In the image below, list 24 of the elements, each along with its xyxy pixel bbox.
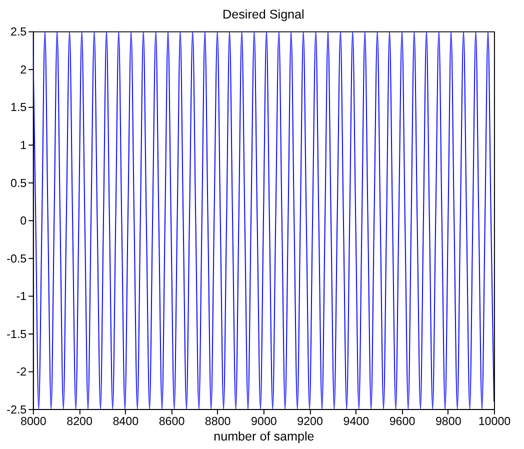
y-tick-label: -0.5 [6, 252, 27, 266]
x-axis-title: number of sample [214, 430, 314, 444]
x-tick-label: 8600 [158, 415, 185, 428]
x-tick-label: 8400 [112, 415, 139, 428]
y-tick-label: 2 [20, 63, 27, 76]
x-tick-label: 9000 [251, 415, 277, 428]
x-tick-label: 10000 [478, 415, 511, 428]
y-tick-label: 0.5 [10, 176, 27, 190]
y-tick-label: -2.5 [6, 403, 27, 416]
y-tick-label: 2.5 [10, 26, 27, 39]
x-tick-label: 9800 [435, 415, 462, 428]
y-tick-label: 1 [20, 139, 27, 152]
x-tick-label: 8000 [20, 415, 46, 428]
x-tick-label: 8800 [204, 415, 231, 428]
y-tick-label: 0 [20, 214, 27, 228]
x-tick-label: 8200 [66, 415, 92, 428]
x-tick-label: 9400 [343, 415, 370, 428]
y-tick-label: -1 [16, 290, 27, 304]
x-tick-label: 9600 [389, 415, 416, 428]
y-tick-label: 1.5 [10, 101, 27, 114]
x-tick-label: 9200 [297, 415, 323, 428]
y-tick-label: -1.5 [6, 328, 27, 341]
y-tick-label: -2 [16, 366, 27, 379]
chart-title: Desired Signal [222, 8, 304, 22]
